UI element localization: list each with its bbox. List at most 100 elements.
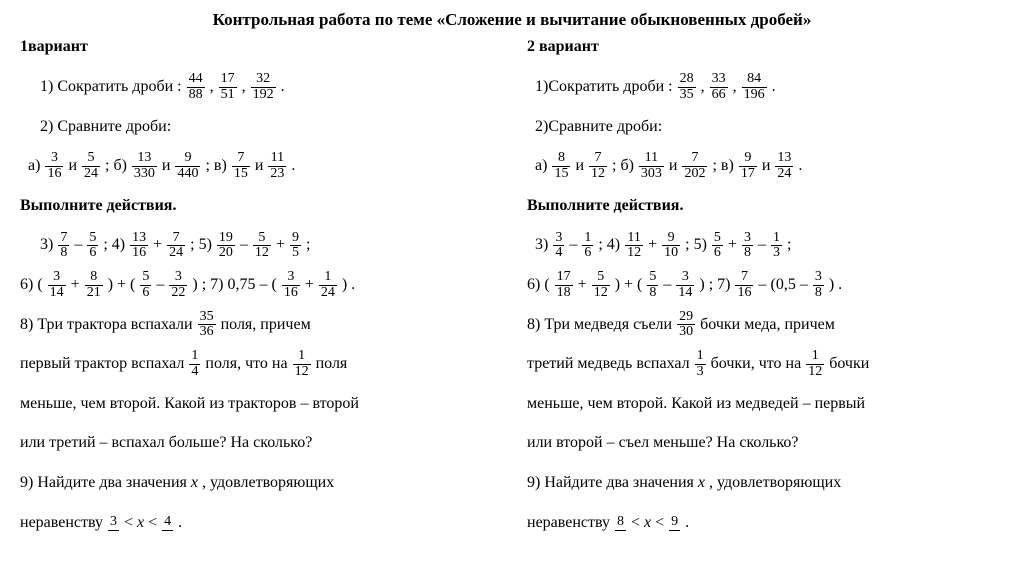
v2-task1: 1)Сократить дроби : 2835 , 3366 , 84196 … — [527, 70, 1004, 104]
v1-task2-lead: 2) Сравните дроби: — [20, 110, 497, 144]
fraction: 13 — [771, 231, 782, 261]
text: . — [772, 78, 776, 95]
text: + — [578, 276, 591, 293]
v1-task8c: меньше, чем второй. Какой из тракторов –… — [20, 387, 497, 421]
text: 1) Сократить дроби : — [40, 78, 186, 95]
v1-task8d: или третий – вспахал больше? На сколько? — [20, 426, 497, 460]
fraction: 4 — [162, 515, 173, 531]
text: а) — [28, 157, 44, 174]
fraction: 316 — [45, 151, 63, 181]
text: ; в) — [205, 157, 230, 174]
text: 6) ( — [527, 276, 554, 293]
fraction: 4488 — [187, 72, 205, 102]
fraction: 512 — [253, 231, 271, 261]
text: ; в) — [712, 157, 737, 174]
fraction: 78 — [58, 231, 69, 261]
fraction: 917 — [739, 151, 757, 181]
text: и — [162, 157, 175, 174]
fraction: 1751 — [219, 72, 237, 102]
fraction: 3 — [108, 515, 119, 531]
text: ; 4) — [103, 236, 129, 253]
text: ) + ( — [108, 276, 140, 293]
v1-task9b: неравенству 3 < x < 4 . — [20, 506, 497, 540]
v1-task67: 6) ( 314 + 821 ) + ( 56 – 322 ) ; 7) 0,7… — [20, 268, 497, 302]
fraction: 724 — [167, 231, 185, 261]
text: ; 5) — [685, 236, 711, 253]
fraction: 712 — [589, 151, 607, 181]
var-x: x — [137, 514, 144, 531]
fraction: 1920 — [217, 231, 235, 261]
fraction: 56 — [140, 270, 151, 300]
text: 9) Найдите два значения — [20, 474, 191, 491]
fraction: 56 — [87, 231, 98, 261]
text: + — [728, 236, 741, 253]
fraction: 13330 — [132, 151, 157, 181]
text: + — [648, 236, 661, 253]
text: + — [276, 236, 289, 253]
text: бочки меда, причем — [700, 316, 835, 333]
text: . — [798, 157, 802, 174]
v2-task8b: третий медведь вспахал 13 бочки, что на … — [527, 347, 1004, 381]
text: третий медведь вспахал — [527, 355, 694, 372]
fraction: 3536 — [198, 310, 216, 340]
v2-task9b: неравенству 8 < x < 9 . — [527, 506, 1004, 540]
text: , — [242, 78, 250, 95]
text: и — [255, 157, 268, 174]
text: , — [733, 78, 741, 95]
text: ) . — [342, 276, 355, 293]
text: . — [685, 514, 689, 531]
text: , — [701, 78, 709, 95]
text: , — [210, 78, 218, 95]
text: 3) — [535, 236, 552, 253]
text: и — [669, 157, 682, 174]
text: – — [156, 276, 168, 293]
text: + — [71, 276, 84, 293]
text: ; б) — [612, 157, 638, 174]
v1-actions: Выполните действия. — [20, 189, 497, 223]
text: неравенству — [20, 514, 107, 531]
fraction: 2930 — [677, 310, 695, 340]
fraction: 314 — [676, 270, 694, 300]
v2-task2-lead: 2)Сравните дроби: — [527, 110, 1004, 144]
text: первый трактор вспахал — [20, 355, 188, 372]
text: ; 5) — [190, 236, 216, 253]
v1-task8a: 8) Три трактора вспахали 3536 поля, прич… — [20, 308, 497, 342]
text: , удовлетворяющих — [202, 474, 334, 491]
columns: 1вариант 1) Сократить дроби : 4488 , 175… — [20, 38, 1004, 545]
text: и — [68, 157, 81, 174]
text: – — [663, 276, 675, 293]
text: 8) Три медведя съели — [527, 316, 676, 333]
fraction: 11303 — [639, 151, 664, 181]
fraction: 13 — [695, 349, 706, 379]
text: < — [655, 514, 668, 531]
text: ; б) — [105, 157, 131, 174]
variant-2-heading: 2 вариант — [527, 38, 1004, 56]
fraction: 8 — [615, 515, 626, 531]
text: бочки — [829, 355, 869, 372]
text: ; — [306, 236, 310, 253]
text: поля — [316, 355, 348, 372]
v2-task345: 3) 34 – 16 ; 4) 1112 + 910 ; 5) 56 + 38 … — [527, 228, 1004, 262]
text: ) + ( — [615, 276, 647, 293]
text: < — [124, 514, 137, 531]
v2-actions: Выполните действия. — [527, 189, 1004, 223]
variant-1-heading: 1вариант — [20, 38, 497, 56]
v2-task8a: 8) Три медведя съели 2930 бочки меда, пр… — [527, 308, 1004, 342]
text: а) — [535, 157, 551, 174]
fraction: 524 — [82, 151, 100, 181]
var-x: x — [698, 474, 705, 491]
text: . — [281, 78, 285, 95]
text: + — [305, 276, 318, 293]
fraction: 124 — [319, 270, 337, 300]
text: < — [631, 514, 644, 531]
text: ; 4) — [598, 236, 624, 253]
v1-task1: 1) Сократить дроби : 4488 , 1751 , 32192… — [20, 70, 497, 104]
text: 1)Сократить дроби : — [535, 78, 677, 95]
fraction: 38 — [742, 231, 753, 261]
text: бочки, что на — [711, 355, 806, 372]
fraction: 112 — [806, 349, 824, 379]
text: и — [762, 157, 775, 174]
text: – — [240, 236, 252, 253]
fraction: 1316 — [130, 231, 148, 261]
fraction: 322 — [169, 270, 187, 300]
